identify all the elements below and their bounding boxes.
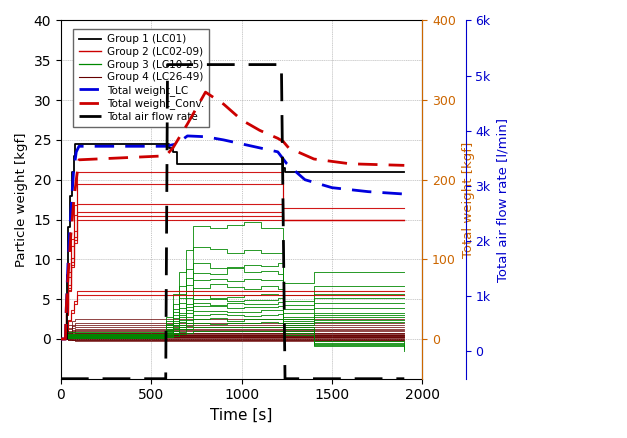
Y-axis label: Total air flow rate [l/min]: Total air flow rate [l/min] (497, 118, 509, 282)
Legend: Group 1 (LC01), Group 2 (LC02-09), Group 3 (LC10-25), Group 4 (LC26-49), Total w: Group 1 (LC01), Group 2 (LC02-09), Group… (73, 29, 209, 127)
X-axis label: Time [s]: Time [s] (211, 408, 273, 423)
Y-axis label: Particle weight [kgf]: Particle weight [kgf] (15, 132, 28, 267)
Y-axis label: Total weight [kgf]: Total weight [kgf] (461, 141, 475, 258)
